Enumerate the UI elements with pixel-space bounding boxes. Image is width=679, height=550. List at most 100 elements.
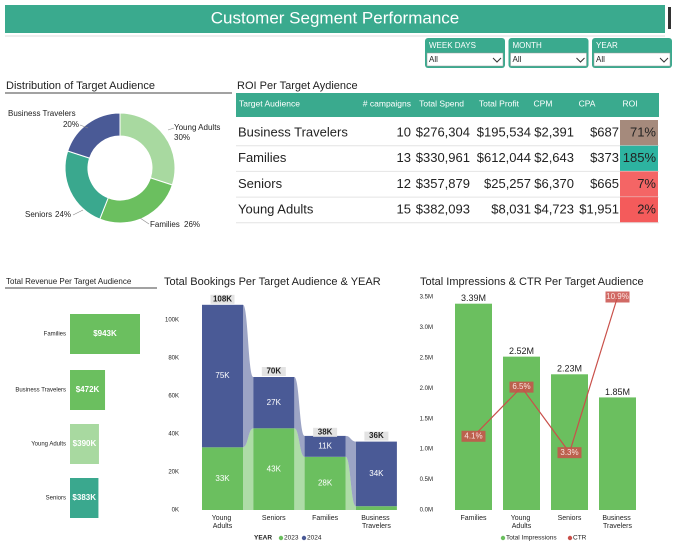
data-label: 3.39M bbox=[461, 293, 486, 303]
slicer-value: All bbox=[429, 55, 438, 64]
table-cell: $687 bbox=[590, 124, 619, 139]
dropdown-chevron bbox=[576, 57, 585, 63]
data-label: 4.1% bbox=[464, 431, 482, 440]
x-tick-label: Families bbox=[312, 515, 339, 522]
table-cell: $382,093 bbox=[416, 202, 470, 217]
y-tick-label: Families bbox=[44, 332, 66, 338]
bar bbox=[70, 314, 140, 354]
total-label: 70K bbox=[266, 367, 281, 376]
table-cell: $8,031 bbox=[491, 202, 531, 217]
table-header: CPM bbox=[534, 98, 553, 108]
leader-line bbox=[167, 127, 175, 131]
y-tick-label: Young Adults bbox=[31, 442, 66, 448]
total-label: 38K bbox=[318, 427, 333, 436]
bar-segment bbox=[253, 428, 295, 510]
header-marker bbox=[668, 7, 671, 29]
data-label-bg bbox=[557, 447, 582, 459]
x-tick-label: Seniors bbox=[262, 515, 286, 522]
table-cell: 13 bbox=[397, 150, 411, 165]
table-cell: 12 bbox=[397, 176, 411, 191]
slice-label: 24% bbox=[55, 210, 71, 219]
table-cell: $373 bbox=[590, 150, 619, 165]
x-tick-label: Seniors bbox=[558, 515, 582, 522]
total-label: 108K bbox=[213, 294, 232, 303]
slicer-dropdown[interactable] bbox=[593, 52, 671, 67]
ribbon bbox=[345, 435, 356, 507]
y-tick-label: 0K bbox=[172, 508, 179, 514]
data-label: 1.85M bbox=[605, 387, 630, 397]
donut-slice bbox=[99, 177, 173, 224]
slicer-label: WEEK DAYS bbox=[429, 41, 476, 50]
data-label: 34K bbox=[369, 469, 384, 478]
table-cell: 185% bbox=[623, 150, 657, 165]
data-label: 2.23M bbox=[557, 364, 582, 374]
line bbox=[473, 296, 619, 454]
data-label: $943K bbox=[93, 329, 117, 338]
bar bbox=[455, 303, 492, 510]
bar bbox=[70, 424, 99, 464]
slicer-value: All bbox=[513, 55, 522, 64]
chart-title: Total Bookings Per Target Audience & YEA… bbox=[164, 276, 381, 288]
data-label: $383K bbox=[72, 493, 96, 502]
roi-cell bbox=[620, 120, 658, 146]
ribbon bbox=[294, 377, 305, 457]
bar-segment bbox=[355, 441, 397, 507]
bar-segment bbox=[253, 377, 295, 429]
data-label: 28K bbox=[318, 479, 333, 488]
table-cell: $2,391 bbox=[534, 124, 574, 139]
x-tick-label: Families bbox=[460, 515, 487, 522]
ribbon bbox=[243, 428, 254, 510]
data-label: $390K bbox=[73, 439, 97, 448]
total-label-bg bbox=[364, 431, 389, 441]
y-tick-label: 100K bbox=[165, 318, 179, 324]
data-label: 10.9% bbox=[606, 292, 629, 301]
donut-slice bbox=[67, 112, 121, 159]
slice-label: 26% bbox=[184, 220, 200, 229]
table-cell: 71% bbox=[630, 124, 656, 139]
table-cell: $25,257 bbox=[484, 176, 531, 191]
slicer-dropdown[interactable] bbox=[510, 52, 587, 67]
y-tick-label: 1.0M bbox=[420, 447, 433, 453]
table-cell: $357,879 bbox=[416, 176, 470, 191]
y-tick-label: 0.0M bbox=[420, 508, 433, 514]
table-header-bg bbox=[236, 93, 659, 117]
table-cell: $665 bbox=[590, 176, 619, 191]
donut-slice bbox=[119, 112, 176, 186]
chart-title: Distribution of Target Audience bbox=[6, 80, 155, 92]
total-label-bg bbox=[313, 427, 338, 437]
bar bbox=[70, 478, 99, 518]
table-header: CPA bbox=[579, 98, 596, 108]
legend-swatch bbox=[278, 535, 284, 541]
y-tick-label: 2.0M bbox=[420, 386, 433, 392]
table-cell: Young Adults bbox=[238, 202, 314, 217]
x-tick-label: Business Travelers bbox=[602, 515, 632, 530]
data-label-bg bbox=[509, 381, 534, 393]
slice-label: 20% bbox=[63, 120, 79, 129]
table-cell: 10 bbox=[397, 124, 411, 139]
bar bbox=[503, 356, 540, 510]
data-label: 43K bbox=[267, 464, 282, 473]
data-label-bg bbox=[605, 291, 630, 303]
bar-segment bbox=[304, 435, 346, 457]
ribbon bbox=[243, 304, 254, 448]
roi-cell bbox=[620, 171, 658, 198]
ribbon bbox=[294, 428, 305, 510]
legend-label: Total Impressions bbox=[506, 535, 557, 542]
table-cell: Business Travelers bbox=[238, 124, 348, 139]
total-label: 36K bbox=[369, 431, 384, 440]
x-tick-label: Young Adults bbox=[212, 515, 234, 530]
leader-line bbox=[72, 209, 84, 216]
bar-segment bbox=[355, 506, 397, 510]
leader-line bbox=[139, 217, 150, 225]
data-label: 6.5% bbox=[512, 382, 530, 391]
slice-name: Families bbox=[150, 220, 180, 229]
slicer-dropdown[interactable] bbox=[426, 52, 504, 67]
x-tick-label: Business Travelers bbox=[361, 515, 391, 530]
slice-name: Seniors bbox=[25, 210, 52, 219]
y-tick-label: 80K bbox=[168, 356, 179, 362]
legend-label: 2024 bbox=[307, 535, 322, 542]
table-cell: Families bbox=[238, 150, 287, 165]
y-tick-label: Business Travelers bbox=[15, 388, 66, 394]
roi-cell bbox=[620, 197, 658, 223]
header-bar bbox=[5, 5, 665, 33]
